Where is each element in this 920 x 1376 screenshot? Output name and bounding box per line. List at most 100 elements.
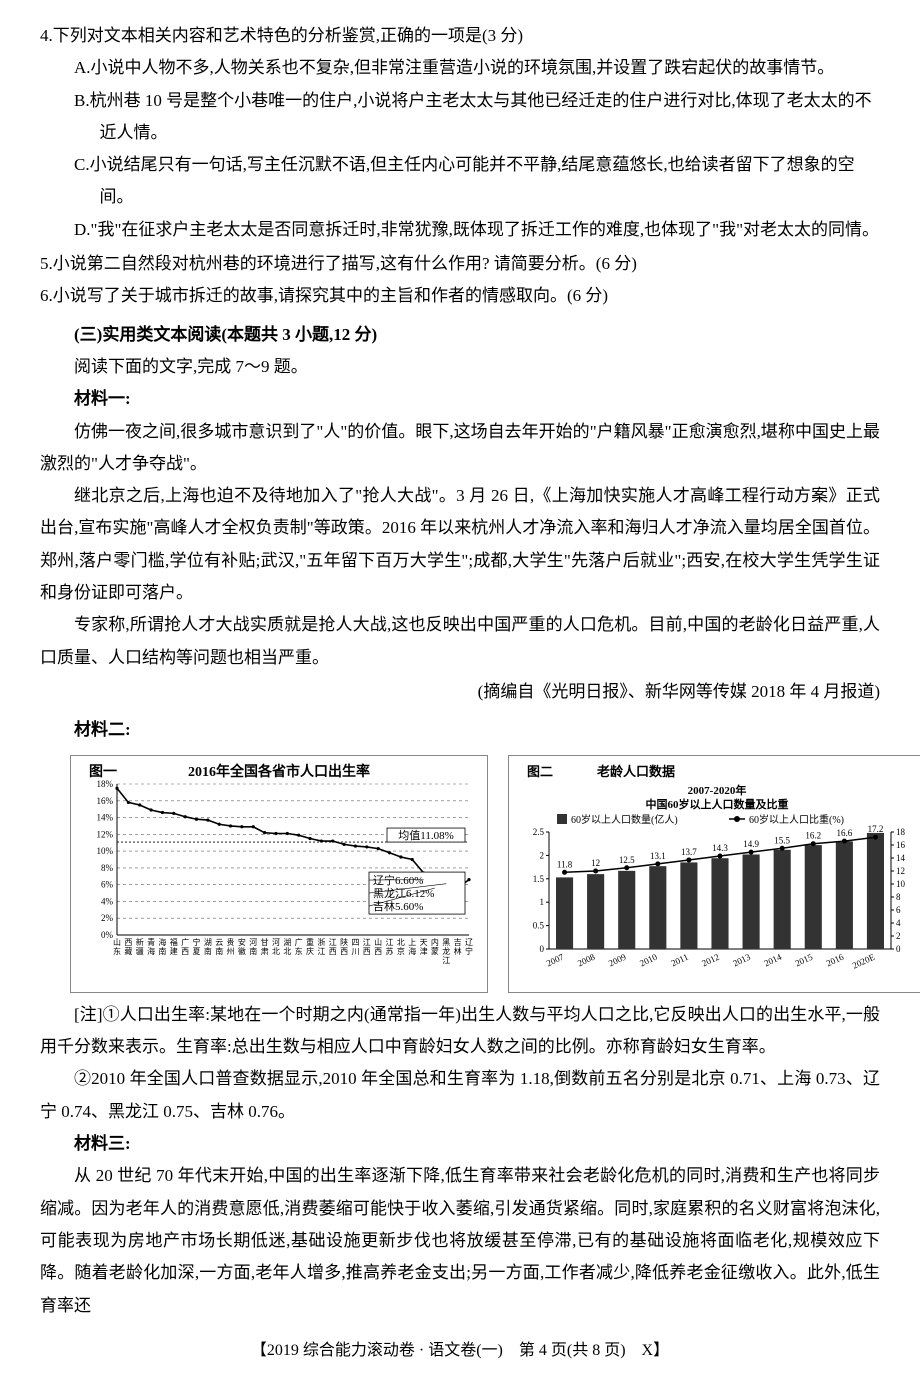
- svg-text:湖: 湖: [283, 938, 291, 947]
- note-p2: ②2010 年全国人口普查数据显示,2010 年全国总和生育率为 1.18,倒数…: [40, 1063, 880, 1128]
- svg-text:60岁以上人口数量(亿人): 60岁以上人口数量(亿人): [571, 813, 678, 826]
- q4-option-c: C.小说结尾只有一句话,写主任沉默不语,但主任内心可能并不平静,结尾意蕴悠长,也…: [40, 149, 880, 214]
- svg-text:夏: 夏: [192, 947, 200, 956]
- svg-text:13.1: 13.1: [650, 850, 666, 860]
- svg-text:西: 西: [374, 947, 382, 956]
- svg-text:新: 新: [136, 937, 144, 947]
- svg-text:8%: 8%: [101, 862, 114, 872]
- svg-text:西: 西: [329, 947, 337, 956]
- svg-text:2012: 2012: [700, 951, 721, 968]
- svg-text:海: 海: [408, 946, 416, 956]
- svg-text:2: 2: [540, 850, 545, 860]
- chart-2-svg: 图二老龄人口数据2007-2020年中国60岁以上人口数量及比重60岁以上人口数…: [517, 762, 917, 977]
- svg-text:北: 北: [397, 938, 405, 947]
- svg-text:青: 青: [147, 937, 155, 947]
- svg-text:60岁以上人口比重(%): 60岁以上人口比重(%): [749, 813, 844, 826]
- svg-text:云: 云: [215, 938, 223, 947]
- svg-text:吉林5.60%: 吉林5.60%: [373, 899, 423, 913]
- svg-text:14.9: 14.9: [743, 839, 759, 849]
- svg-text:重: 重: [306, 937, 314, 947]
- svg-text:安: 安: [238, 937, 246, 947]
- svg-text:2011: 2011: [670, 951, 690, 968]
- svg-text:图一: 图一: [89, 764, 117, 780]
- svg-text:内: 内: [431, 937, 439, 947]
- svg-text:广: 广: [181, 937, 189, 947]
- svg-text:庆: 庆: [306, 946, 314, 956]
- page-footer: 【2019 综合能力滚动卷 · 语文卷(一) 第 4 页(共 8 页) X】: [40, 1336, 880, 1366]
- material-1-source: (摘编自《光明日报》、新华网等传媒 2018 年 4 月报道): [40, 676, 880, 708]
- svg-text:建: 建: [170, 946, 178, 956]
- svg-text:广: 广: [295, 937, 303, 947]
- svg-text:南: 南: [215, 946, 223, 956]
- svg-text:蒙: 蒙: [431, 946, 439, 956]
- svg-text:宁: 宁: [465, 946, 473, 956]
- svg-text:湖: 湖: [204, 938, 212, 947]
- svg-text:海: 海: [147, 946, 155, 956]
- question-6: 6.小说写了关于城市拆迁的故事,请探究其中的主旨和作者的情感取向。(6 分): [40, 280, 880, 312]
- svg-text:12.5: 12.5: [619, 854, 635, 864]
- svg-text:0: 0: [540, 944, 545, 954]
- svg-text:2: 2: [896, 931, 901, 941]
- svg-text:贵: 贵: [227, 937, 235, 947]
- svg-text:1.5: 1.5: [533, 873, 545, 883]
- svg-text:6%: 6%: [101, 879, 114, 889]
- svg-text:陕: 陕: [340, 937, 348, 947]
- svg-text:2016: 2016: [825, 951, 846, 968]
- svg-text:州: 州: [227, 947, 235, 956]
- reading-instruction: 阅读下面的文字,完成 7～9 题。: [40, 351, 880, 383]
- svg-text:津: 津: [420, 946, 428, 956]
- svg-text:18%: 18%: [97, 779, 114, 789]
- charts-row: 图一2016年全国各省市人口出生率0%2%4%6%8%10%12%14%16%1…: [70, 755, 880, 993]
- note-p1: [注]①人口出生率:某地在一个时期之内(通常指一年)出生人数与平均人口之比,它反…: [40, 999, 880, 1064]
- svg-text:12: 12: [591, 858, 600, 868]
- svg-text:2010: 2010: [638, 951, 659, 968]
- svg-text:海: 海: [158, 937, 166, 947]
- svg-text:16%: 16%: [97, 795, 114, 805]
- svg-text:辽: 辽: [465, 938, 473, 947]
- chart-2-box: 图二老龄人口数据2007-2020年中国60岁以上人口数量及比重60岁以上人口数…: [508, 755, 920, 993]
- question-4: 4.下列对文本相关内容和艺术特色的分析鉴赏,正确的一项是(3 分) A.小说中人…: [40, 20, 880, 246]
- svg-text:苏: 苏: [386, 946, 394, 956]
- svg-text:8: 8: [896, 892, 901, 902]
- svg-text:16.2: 16.2: [805, 830, 821, 840]
- material-1-title: 材料一:: [40, 383, 880, 415]
- svg-text:14%: 14%: [97, 812, 114, 822]
- q4-option-a: A.小说中人物不多,人物关系也不复杂,但非常注重营造小说的环境氛围,并设置了跌宕…: [40, 52, 880, 84]
- svg-text:10%: 10%: [97, 846, 114, 856]
- svg-text:2013: 2013: [731, 951, 752, 968]
- svg-text:2009: 2009: [607, 951, 628, 968]
- svg-text:1: 1: [540, 897, 545, 907]
- svg-text:12%: 12%: [97, 829, 114, 839]
- section-3-title: (三)实用类文本阅读(本题共 3 小题,12 分): [40, 319, 880, 351]
- svg-text:4: 4: [896, 918, 901, 928]
- svg-text:肃: 肃: [261, 946, 269, 956]
- svg-text:2020E: 2020E: [851, 951, 877, 970]
- svg-text:老龄人口数据: 老龄人口数据: [596, 764, 675, 779]
- svg-text:2007: 2007: [545, 951, 566, 968]
- chart-1-svg: 图一2016年全国各省市人口出生率0%2%4%6%8%10%12%14%16%1…: [79, 762, 479, 977]
- svg-text:2016年全国各省市人口出生率: 2016年全国各省市人口出生率: [188, 763, 370, 780]
- svg-text:2%: 2%: [101, 913, 114, 923]
- svg-text:南: 南: [249, 946, 257, 956]
- svg-text:西: 西: [340, 947, 348, 956]
- svg-text:山: 山: [113, 937, 121, 947]
- svg-text:10: 10: [896, 879, 906, 889]
- svg-text:14: 14: [896, 853, 906, 863]
- svg-text:北: 北: [272, 947, 280, 956]
- svg-text:北: 北: [283, 947, 291, 956]
- svg-text:18: 18: [896, 827, 906, 837]
- svg-text:疆: 疆: [136, 947, 144, 956]
- svg-text:0.5: 0.5: [533, 920, 545, 930]
- svg-text:11.8: 11.8: [557, 859, 573, 869]
- q4-option-d: D."我"在征求户主老太太是否同意拆迁时,非常犹豫,既体现了拆迁工作的难度,也体…: [40, 214, 880, 246]
- svg-text:四: 四: [351, 938, 359, 947]
- svg-text:甘: 甘: [261, 937, 269, 947]
- svg-text:0: 0: [896, 944, 901, 954]
- material-1-p3: 专家称,所谓抢人才大战实质就是抢人大战,这也反映出中国严重的人口危机。目前,中国…: [40, 609, 880, 674]
- material-3-title: 材料三:: [40, 1128, 880, 1160]
- svg-text:4%: 4%: [101, 896, 114, 906]
- svg-text:天: 天: [420, 938, 428, 947]
- svg-text:上: 上: [408, 938, 416, 947]
- svg-text:图二: 图二: [527, 764, 553, 779]
- svg-text:江: 江: [317, 947, 325, 956]
